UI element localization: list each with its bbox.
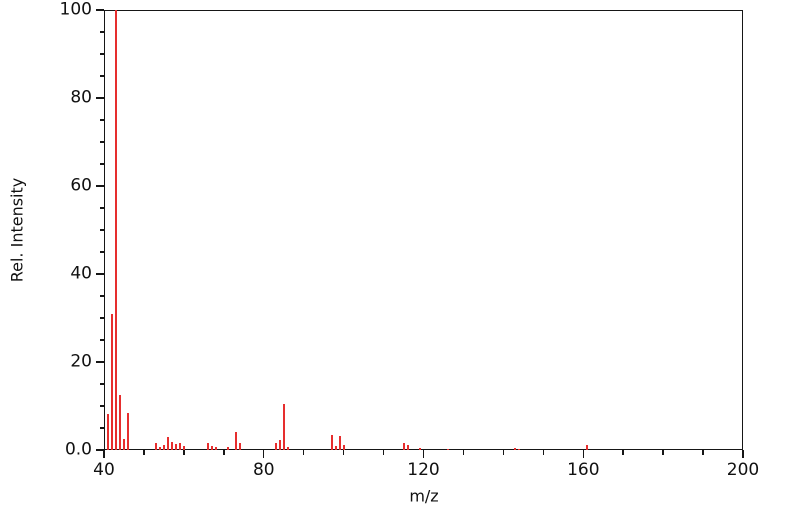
y-minor-tick-45: [99, 251, 104, 253]
x-axis-title: m/z: [409, 486, 439, 506]
x-minor-tick-110: [382, 450, 385, 455]
spectrum-peak-mz-144: [518, 448, 521, 450]
x-major-tick-120: [422, 450, 425, 458]
x-minor-tick-100: [342, 450, 345, 455]
y-minor-tick-95: [99, 31, 104, 33]
spectrum-peak-mz-97: [330, 435, 333, 450]
y-minor-tick-30: [99, 317, 104, 319]
spectrum-peak-mz-68: [214, 447, 217, 450]
spectrum-peak-mz-60: [182, 445, 185, 450]
spectrum-peak-mz-42: [111, 313, 113, 450]
y-tick-label-80: 80: [70, 87, 92, 108]
y-major-tick-60: [96, 185, 104, 187]
y-minor-tick-50: [99, 229, 104, 231]
x-tick-label-40: 40: [93, 460, 115, 480]
x-tick-label-120: 120: [407, 460, 440, 480]
x-minor-tick-90: [302, 450, 305, 455]
spectrum-peak-mz-44: [119, 395, 121, 450]
spectrum-peak-mz-86: [286, 446, 289, 450]
spectrum-peak-mz-100: [342, 444, 345, 450]
spectrum-peak-mz-66: [206, 443, 209, 450]
x-tick-label-160: 160: [567, 460, 600, 480]
spectrum-peak-mz-83: [274, 443, 277, 450]
spectrum-peak-mz-59: [178, 442, 181, 450]
spectrum-peak-mz-161: [586, 445, 589, 450]
x-major-tick-40: [103, 450, 105, 458]
y-tick-label-60: 60: [70, 175, 92, 196]
x-tick-label-80: 80: [252, 460, 275, 480]
y-minor-tick-65: [99, 163, 104, 165]
peaks-layer: [104, 10, 743, 450]
spectrum-peak-mz-143: [514, 448, 517, 450]
spectrum-peak-mz-116: [406, 444, 409, 450]
x-minor-tick-130: [462, 450, 465, 455]
y-minor-tick-85: [99, 75, 104, 77]
spectrum-peak-mz-115: [402, 442, 405, 450]
x-major-tick-200: [742, 450, 744, 458]
spectrum-peak-mz-71: [226, 446, 229, 450]
x-major-tick-160: [582, 450, 585, 458]
y-major-tick-20: [96, 361, 104, 363]
y-tick-label-20: 20: [70, 351, 92, 372]
y-minor-tick-90: [99, 53, 104, 55]
y-minor-tick-35: [99, 295, 104, 297]
spectrum-peak-mz-46: [127, 412, 129, 450]
y-minor-tick-25: [99, 339, 104, 341]
spectrum-peak-mz-74: [238, 443, 241, 450]
y-minor-tick-55: [99, 207, 104, 209]
y-major-tick-100: [96, 9, 104, 11]
spectrum-peak-mz-73: [234, 431, 237, 450]
y-tick-label-100: 100: [59, 0, 92, 20]
x-minor-tick-60: [183, 450, 185, 455]
y-minor-tick-70: [99, 141, 104, 143]
x-major-tick-80: [262, 450, 265, 458]
spectrum-peak-mz-54: [158, 446, 161, 450]
spectrum-peak-mz-53: [154, 442, 157, 450]
y-minor-tick-15: [99, 383, 104, 385]
spectrum-peak-mz-58: [174, 443, 177, 450]
spectrum-peak-mz-98: [334, 445, 337, 450]
plot-frame: [104, 10, 743, 450]
x-minor-tick-140: [502, 450, 505, 455]
x-minor-tick-150: [542, 450, 545, 455]
spectrum-peak-mz-56: [166, 436, 169, 450]
x-minor-tick-170: [622, 450, 624, 455]
x-minor-tick-50: [143, 450, 145, 455]
spectrum-peak-mz-84: [278, 440, 281, 450]
y-minor-tick-5: [99, 427, 104, 429]
spectrum-peak-mz-99: [338, 435, 341, 450]
x-minor-tick-190: [702, 450, 704, 455]
spectrum-peak-mz-41: [107, 413, 109, 450]
spectrum-peak-mz-45: [123, 438, 125, 450]
y-axis-title: Rel. Intensity: [7, 177, 27, 283]
y-minor-tick-75: [99, 119, 104, 121]
spectrum-peak-mz-67: [210, 446, 213, 450]
y-major-tick-0: [96, 449, 104, 451]
x-minor-tick-70: [223, 450, 225, 455]
y-minor-tick-10: [99, 405, 104, 407]
y-tick-label-0: 0.0: [64, 439, 92, 460]
spectrum-peak-mz-85: [282, 403, 285, 450]
y-major-tick-40: [96, 273, 104, 275]
spectrum-peak-mz-55: [162, 445, 165, 450]
spectrum-peak-mz-126: [446, 448, 449, 450]
spectrum-peak-mz-119: [418, 448, 421, 450]
y-tick-label-40: 40: [70, 263, 92, 284]
x-tick-label-200: 200: [726, 460, 760, 480]
x-minor-tick-180: [662, 450, 664, 455]
y-major-tick-80: [96, 97, 104, 99]
spectrum-peak-mz-57: [170, 441, 173, 450]
spectrum-peak-mz-43: [115, 10, 117, 450]
